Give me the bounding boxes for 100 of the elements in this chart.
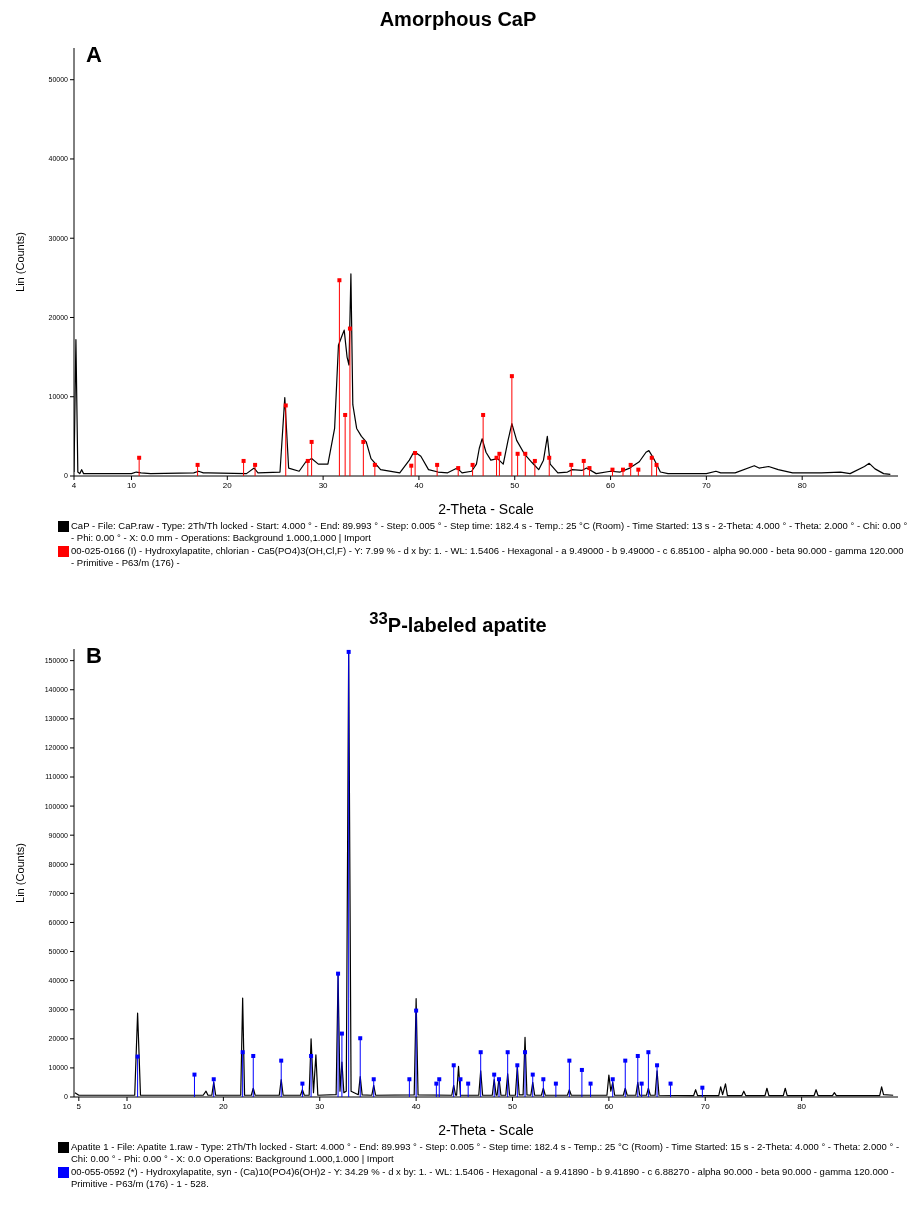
legend-label: 00-025-0166 (I) - Hydroxylapatite, chlorian - Ca5(PO4)3(OH,Cl,F) - Y: 7.99 % - d x by: 1. - WL: 1.5406 - Hexagonal - a 9.49000 - b 9.49000 - c 6.85100 - alpha 90.000 - beta 90.000 - gamma 120.000 - Primitive - P63/m (176) - [71,545,905,569]
point [279,1058,284,1063]
chart-title: $^{33}$P-labeled apatite [368,609,548,638]
legend-label: CaP - File: CaP.raw - Type: 2Th/Th locked - Start: 4.000 ° - End: 89.993 ° - Step: 0.005 ° - Step time: 182.4 s - Temp.: 25 °C (Room) - Time Started: 13 s - 2-Theta: 4.000 ° - Theta: 2.000 ° - Chi: 0.00 ° - Phi: 0.00 ° - X: 0.0 mm - Operations: Background 1.000,1.000 | Import [71,520,908,544]
point [336,971,341,976]
point [636,467,641,472]
point [654,462,659,467]
x-tick-label: 30 [318,480,329,490]
x-tick-label: 60 [604,1101,614,1111]
point [137,455,142,460]
legend-label: Apatite 1 - File: Apatite 1.raw - Type: 2Th/Th locked - Start: 4.000 ° - End: 89.993 ° - Step: 0.005 ° - Step time: 182.4 s - Temp.: 25 °C (Room) - Time Started: 15 s - 2-Theta: 4.000 ° - Theta: 2.000 ° - Chi: 0.00 ° - Phi: 0.00 ° - X: 0.0 Operations: Background 1.000,1.000 | Import [71,1141,901,1165]
point [509,374,514,379]
point [553,1081,558,1086]
point [241,458,246,463]
point [478,1050,483,1055]
point [668,1081,673,1086]
x-tick-label: 30 [315,1101,325,1111]
point [407,1077,412,1082]
point [623,1058,628,1063]
point [541,1077,546,1082]
annotation: B [86,643,102,669]
point [251,1053,256,1058]
point [655,1063,660,1068]
point [700,1085,705,1090]
point [300,1081,305,1086]
x-tick-label: 70 [701,480,712,490]
point [305,458,310,463]
x-tick-label: 60 [606,480,616,490]
point [456,466,461,471]
point [481,412,486,417]
point [371,1077,376,1082]
x-tick-label: 5 [76,1101,82,1111]
point [610,467,615,472]
point [635,1053,640,1058]
legend-label: 00-055-0592 (*) - Hydroxylapatite, syn - (Ca)10(PO4)6(OH)2 - Y: 34.29 % - d x by: 1. - WL: 1.5406 - Hexagonal - a 9.41890 - b 9.41890 - c 6.88270 - alpha 90.000 - beta 90.000 - gamma 120.000 - Primitive - P63/m (176) - 1 - 528. [71,1166,896,1190]
point [466,1081,471,1086]
point [361,439,366,444]
annotation: A [86,42,102,68]
point [532,458,537,463]
point [309,439,314,444]
point [587,466,592,471]
point [628,462,633,467]
point [434,1081,439,1086]
x-tick-label: 4 [71,480,77,490]
point [192,1072,197,1077]
point [588,1081,593,1086]
point [413,451,418,456]
x-tick-label: 10 [122,1101,132,1111]
point [530,1072,535,1077]
y-axis-title: Lin (Counts) [13,843,26,903]
point [523,451,528,456]
x-tick-label: 20 [218,1101,229,1111]
point [253,462,258,467]
point [135,1054,140,1059]
point [451,1063,456,1068]
x-axis-title: 2-Theta - Scale [438,1122,535,1138]
point [409,463,414,468]
point [579,1067,584,1072]
point [497,1077,502,1082]
point [497,451,502,456]
point [337,278,342,283]
point [492,1072,497,1077]
y-axis-title: Lin (Counts) [13,232,26,292]
point [372,462,377,467]
point [283,403,288,408]
point [649,455,654,460]
point [494,455,499,460]
point [211,1077,216,1082]
point [346,649,351,654]
point [569,462,574,467]
point [195,462,200,467]
x-axis-title: 2-Theta - Scale [438,501,535,517]
x-tick-label: 50 [510,480,520,490]
point [470,462,475,467]
point [240,1050,245,1055]
point [621,467,626,472]
point [358,1036,363,1041]
x-tick-label: 80 [797,1101,807,1111]
point [547,455,552,460]
point [505,1050,510,1055]
point [523,1050,528,1055]
point [435,462,440,467]
x-tick-label: 40 [411,1101,422,1111]
point [347,326,352,331]
point [567,1058,572,1063]
point [458,1077,463,1082]
point [309,1053,314,1058]
point [515,451,520,456]
point [581,458,586,463]
x-tick-label: 40 [414,480,424,490]
point [343,412,348,417]
point [414,1008,419,1013]
point [639,1081,644,1086]
x-tick-label: 20 [222,480,233,490]
point [339,1031,344,1036]
point [437,1077,442,1082]
chart-title: Amorphous CaP [378,8,538,32]
point [610,1077,615,1082]
x-tick-label: 50 [508,1101,518,1111]
point [646,1050,651,1055]
